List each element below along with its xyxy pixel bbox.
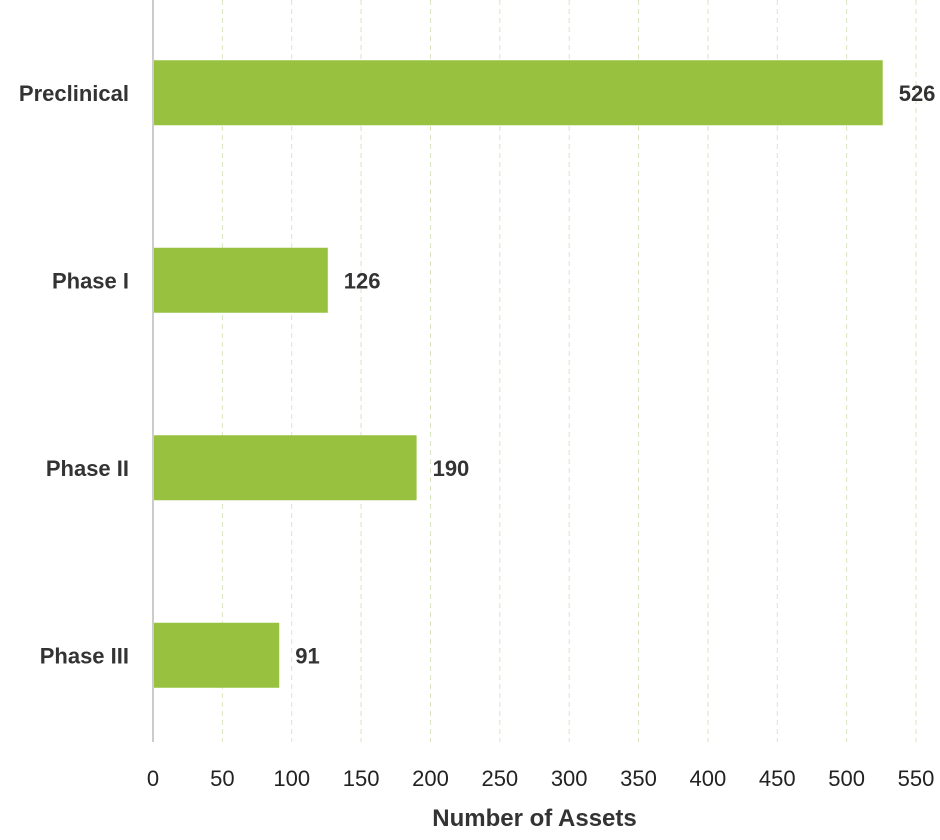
category-label: Phase II xyxy=(46,456,129,481)
x-tick-label: 100 xyxy=(273,766,310,791)
x-tick-label: 50 xyxy=(210,766,234,791)
bar-phase-iii xyxy=(154,622,280,688)
x-tick-labels: 0 50 100 150 200 250 300 350 400 450 500 550 xyxy=(147,766,934,791)
value-label: 526 xyxy=(899,81,936,106)
x-tick-label: 500 xyxy=(828,766,865,791)
bars xyxy=(154,60,883,688)
grid-lines xyxy=(221,0,917,742)
bar-preclinical xyxy=(154,60,883,126)
value-label: 91 xyxy=(295,643,319,668)
value-labels: 526 126 190 91 xyxy=(295,81,935,669)
category-labels: Preclinical Phase I Phase II Phase III xyxy=(19,81,129,669)
x-tick-label: 550 xyxy=(898,766,935,791)
x-tick-label: 200 xyxy=(412,766,449,791)
value-label: 190 xyxy=(433,456,470,481)
x-tick-label: 0 xyxy=(147,766,159,791)
x-tick-label: 300 xyxy=(551,766,588,791)
x-axis-title: Number of Assets xyxy=(432,805,637,832)
value-label: 126 xyxy=(344,268,381,293)
x-tick-label: 450 xyxy=(759,766,796,791)
category-label: Phase I xyxy=(52,268,129,293)
category-label: Preclinical xyxy=(19,81,129,106)
bar-phase-ii xyxy=(154,435,417,501)
category-label: Phase III xyxy=(40,643,129,668)
x-tick-label: 400 xyxy=(690,766,727,791)
x-tick-label: 150 xyxy=(343,766,380,791)
x-tick-label: 250 xyxy=(481,766,518,791)
x-tick-label: 350 xyxy=(620,766,657,791)
bar-phase-i xyxy=(154,247,328,313)
